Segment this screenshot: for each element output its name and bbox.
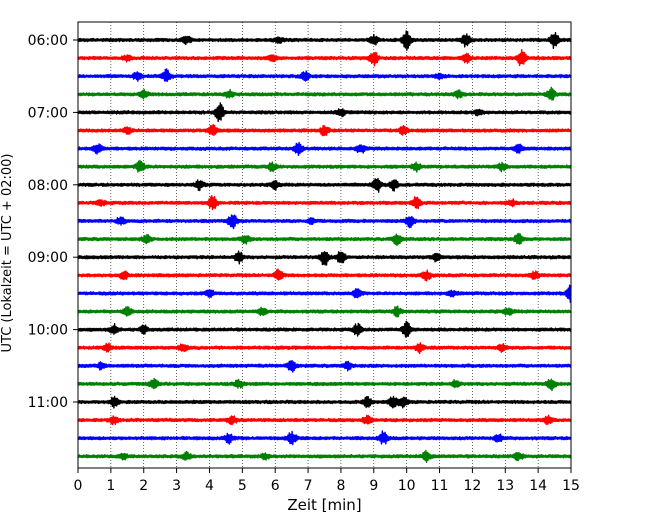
trace-0900 bbox=[77, 250, 572, 266]
x-tick-label: 15 bbox=[562, 478, 580, 494]
trace-0830 bbox=[77, 214, 572, 230]
x-tick-label: 7 bbox=[304, 478, 313, 494]
plot-frame bbox=[77, 21, 572, 469]
trace-1000 bbox=[77, 320, 572, 338]
x-axis-label: Zeit [min] bbox=[287, 496, 361, 514]
x-tick-label: 10 bbox=[398, 478, 416, 494]
trace-0715 bbox=[77, 124, 572, 137]
y-tick-label: 06:00 bbox=[28, 33, 68, 49]
y-tick-label: 07:00 bbox=[28, 105, 68, 121]
trace-0800 bbox=[77, 177, 572, 193]
trace-0815 bbox=[77, 195, 572, 211]
trace-1100 bbox=[77, 395, 572, 409]
x-tick-label: 2 bbox=[139, 478, 148, 494]
x-tick-label: 1 bbox=[106, 478, 115, 494]
trace-0600 bbox=[77, 30, 572, 51]
grid-lines bbox=[110, 22, 539, 468]
trace-0700 bbox=[77, 102, 572, 123]
trace-0930 bbox=[77, 284, 572, 303]
trace-1130 bbox=[77, 430, 572, 446]
seismic-traces bbox=[77, 30, 572, 463]
x-tick-label: 11 bbox=[431, 478, 449, 494]
trace-1030 bbox=[77, 360, 572, 373]
x-tick-label: 14 bbox=[529, 478, 547, 494]
x-tick-label: 9 bbox=[369, 478, 378, 494]
trace-0730 bbox=[77, 141, 572, 156]
trace-1145 bbox=[77, 449, 572, 463]
trace-1015 bbox=[77, 342, 572, 355]
trace-0645 bbox=[77, 86, 572, 101]
y-tick-label: 10:00 bbox=[28, 323, 68, 339]
trace-1045 bbox=[77, 377, 572, 392]
trace-0845 bbox=[77, 232, 572, 247]
y-tick-label: 08:00 bbox=[28, 178, 68, 194]
trace-0630 bbox=[77, 68, 572, 82]
y-axis-label: UTC (Lokalzeit = UTC + 02:00) bbox=[0, 154, 15, 353]
x-tick-label: 12 bbox=[463, 478, 481, 494]
x-tick-label: 3 bbox=[172, 478, 181, 494]
axis-ticks: 0 1 2 3 4 5 6 7 8 9 10 11 12 13 14 1506:0007:0008:0009:… bbox=[28, 33, 580, 494]
trace-0915 bbox=[77, 268, 572, 282]
x-tick-label: 8 bbox=[336, 478, 345, 494]
x-tick-label: 0 bbox=[74, 478, 83, 494]
trace-0945 bbox=[77, 305, 572, 318]
x-tick-label: 13 bbox=[496, 478, 514, 494]
trace-0745 bbox=[77, 159, 572, 173]
x-tick-label: 5 bbox=[238, 478, 247, 494]
trace-0615 bbox=[77, 49, 572, 67]
x-tick-label: 6 bbox=[271, 478, 280, 494]
trace-1115 bbox=[77, 414, 572, 426]
y-tick-label: 11:00 bbox=[28, 395, 68, 411]
y-tick-label: 09:00 bbox=[28, 250, 68, 266]
x-tick-label: 4 bbox=[205, 478, 214, 494]
